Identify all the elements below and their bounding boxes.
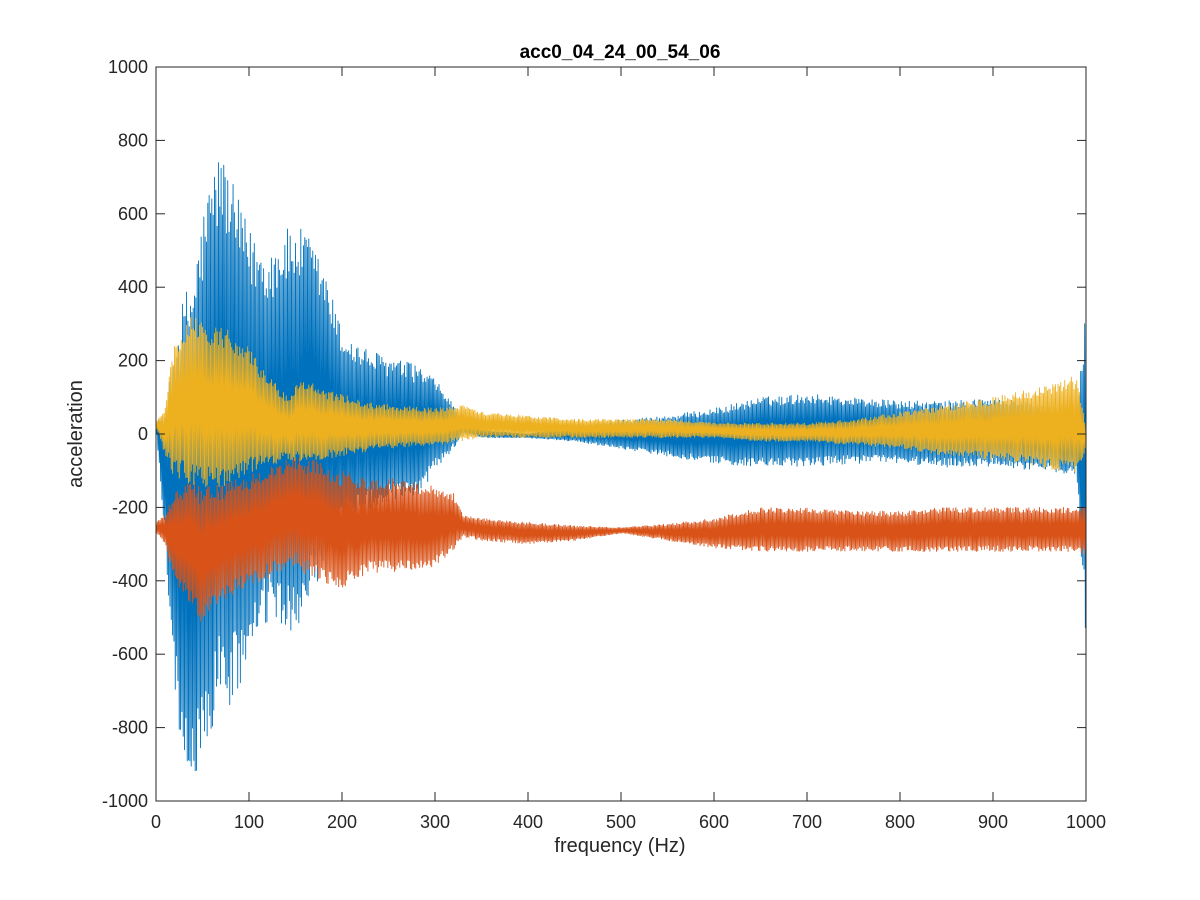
y-tick-label: 400 xyxy=(118,277,148,297)
y-tick-label: -200 xyxy=(112,497,148,517)
x-tick-label: 300 xyxy=(420,812,450,832)
x-tick-label: 100 xyxy=(234,812,264,832)
x-tick-label: 800 xyxy=(885,812,915,832)
x-tick-label: 1000 xyxy=(1066,812,1106,832)
x-tick-label: 400 xyxy=(513,812,543,832)
y-tick-label: -400 xyxy=(112,571,148,591)
y-tick-label: 800 xyxy=(118,130,148,150)
y-axis-label: acceleration xyxy=(65,380,87,488)
y-tick-label: 1000 xyxy=(108,57,148,77)
series-layer xyxy=(155,162,1087,772)
x-tick-label: 200 xyxy=(327,812,357,832)
y-tick-label: -1000 xyxy=(102,791,148,811)
chart-title: acc0_04_24_00_54_06 xyxy=(520,42,721,63)
series-line-2 xyxy=(155,457,1087,622)
y-tick-label: 200 xyxy=(118,351,148,371)
y-tick-label: 600 xyxy=(118,204,148,224)
x-tick-label: 600 xyxy=(699,812,729,832)
x-axis-label: frequency (Hz) xyxy=(554,835,685,857)
x-tick-label: 900 xyxy=(978,812,1008,832)
y-tick-label: -600 xyxy=(112,644,148,664)
ticks-layer: 0 100 200 300 400 500 600 700 800 900 1000 -1000 -80… xyxy=(102,57,1106,832)
y-tick-label: -800 xyxy=(112,718,148,738)
y-tick-label: 0 xyxy=(138,424,148,444)
x-tick-label: 500 xyxy=(606,812,636,832)
x-tick-label: 0 xyxy=(151,812,161,832)
series-line-3 xyxy=(155,317,1087,488)
x-tick-label: 700 xyxy=(792,812,822,832)
